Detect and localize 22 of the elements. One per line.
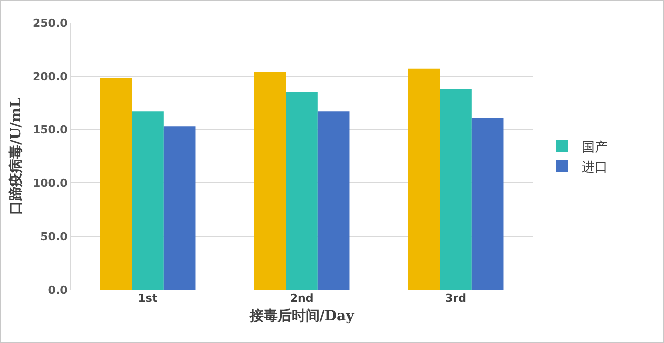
bar [100, 78, 132, 290]
x-axis-title: 接毒后时间/Day [248, 307, 356, 324]
bar [472, 118, 504, 290]
y-tick-label: 150.0 [33, 124, 68, 137]
x-tick-label: 2nd [290, 292, 314, 305]
y-tick-label: 200.0 [33, 70, 68, 84]
y-tick-label: 50.0 [40, 230, 68, 244]
bar [318, 112, 350, 290]
bar [440, 89, 472, 290]
x-tick-label: 3rd [446, 292, 466, 305]
y-tick-label: 0.0 [48, 284, 68, 297]
legend-label: 国产 [582, 140, 608, 156]
legend-label: 进口 [582, 160, 608, 176]
y-tick-label: 100.0 [33, 177, 68, 190]
bar [254, 72, 286, 290]
bar [408, 68, 440, 290]
x-tick-label: 1st [138, 292, 158, 305]
bar [286, 92, 318, 290]
bar [164, 126, 196, 290]
y-axis-title: 口蹄疫病毒/U/mL [8, 98, 25, 216]
bar [132, 112, 164, 290]
y-tick-label: 250.0 [33, 16, 68, 30]
